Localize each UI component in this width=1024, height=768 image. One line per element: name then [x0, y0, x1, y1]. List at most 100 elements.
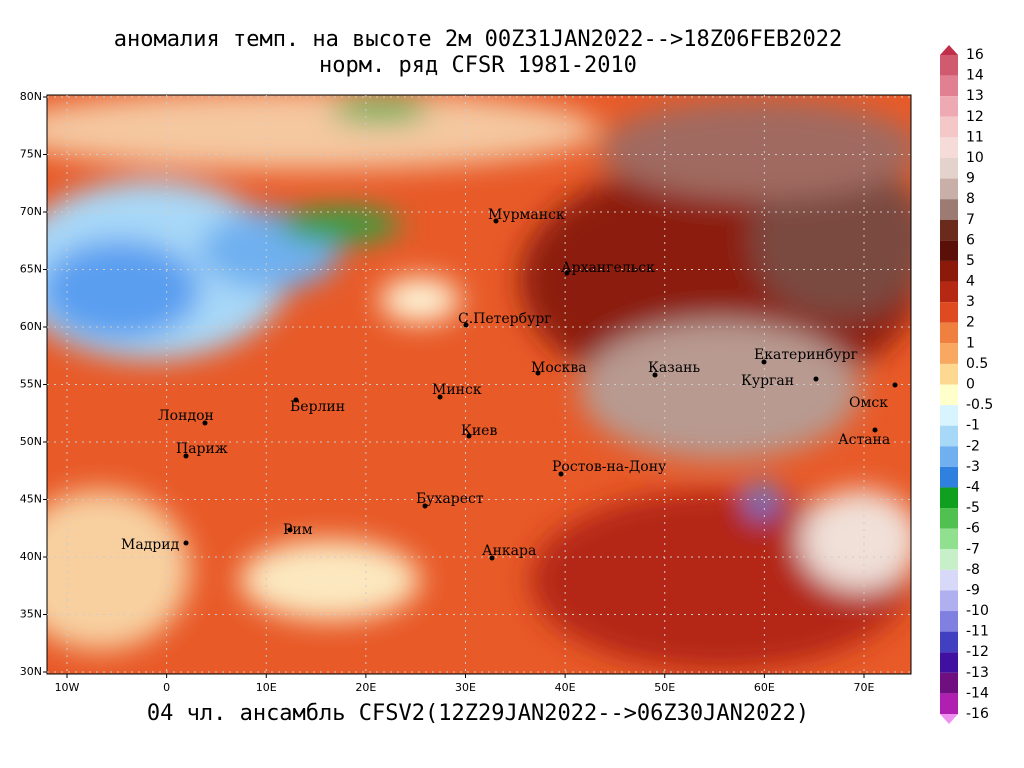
colorbar-box: [940, 55, 958, 76]
footer: 04 чл. ансамбль CFSV2(12Z29JAN2022-->06Z…: [147, 701, 809, 726]
lon-tick-label: 50E: [654, 681, 675, 694]
city-label: Москва: [531, 360, 587, 376]
colorbar-box: [940, 549, 958, 570]
colorbar-box: [940, 302, 958, 323]
colorbar-label: 3: [966, 294, 975, 310]
colorbar-label: 12: [966, 109, 984, 125]
colorbar-box: [940, 487, 958, 509]
city-label: Рим: [283, 522, 313, 538]
city-dot: [183, 453, 189, 459]
colorbar-triangle: [940, 45, 958, 55]
colorbar-box: [940, 260, 958, 282]
city-dot: [761, 359, 767, 365]
colorbar-label: -9: [966, 582, 980, 598]
city-dot: [202, 420, 208, 426]
lat-tick-label: 75N: [20, 148, 42, 161]
city-label: Минск: [432, 382, 482, 398]
colorbar-box: [940, 631, 958, 653]
colorbar-label: 16: [966, 47, 984, 63]
colorbar-label: -0.5: [966, 397, 993, 413]
lon-tick-label: 10W: [55, 681, 80, 694]
title-line: норм. ряд CFSR 1981-2010: [319, 53, 637, 78]
city-label: Ростов-на-Дону: [552, 459, 667, 475]
colorbar-label: 14: [966, 68, 984, 84]
colorbar-box: [940, 405, 958, 426]
colorbar-box: [940, 528, 958, 550]
colorbar-box: [940, 240, 958, 261]
colorbar-box: [940, 116, 958, 138]
colorbar-label: -10: [966, 603, 989, 619]
city-label: С.Петербург: [458, 311, 552, 327]
city-dot: [293, 397, 299, 403]
colorbar-box: [940, 281, 958, 303]
city-dot: [493, 218, 499, 224]
lon-tick-label: 20E: [355, 681, 376, 694]
colorbar-label: -11: [966, 624, 989, 640]
colorbar-box: [940, 425, 958, 447]
city-label: Лондон: [158, 408, 214, 424]
colorbar-box: [940, 508, 958, 529]
colorbar-label: 9: [966, 171, 975, 187]
lon-tick-label: 40E: [555, 681, 576, 694]
city-dot: [564, 270, 570, 276]
colorbar-label: 7: [966, 212, 975, 228]
city-label: Париж: [176, 441, 228, 457]
lon-tick-label: 30E: [455, 681, 476, 694]
colorbar-box: [940, 199, 958, 220]
colorbar-label: -4: [966, 479, 980, 495]
colorbar-label: -5: [966, 500, 980, 516]
colorbar-label: -16: [966, 706, 989, 722]
colorbar-label: -14: [966, 685, 989, 701]
lat-tick-label: 80N: [20, 90, 42, 103]
city-dot: [466, 433, 472, 439]
city-label: Архангельск: [561, 260, 655, 276]
colorbar-label: 2: [966, 315, 975, 331]
colorbar-box: [940, 363, 958, 385]
colorbar-box: [940, 157, 958, 179]
colorbar-label: 0.5: [966, 356, 988, 372]
colorbar-label: 11: [966, 129, 984, 145]
city-dot: [287, 527, 293, 533]
colorbar-label: 6: [966, 232, 975, 248]
colorbar-box: [940, 569, 958, 591]
lat-tick-label: 50N: [20, 435, 42, 448]
colorbar-label: -13: [966, 665, 989, 681]
colorbar-box: [940, 137, 958, 158]
city-label: Омск: [849, 395, 888, 411]
colorbar-label: -6: [966, 521, 980, 537]
lat-tick-label: 35N: [20, 608, 42, 621]
city-label: Бухарест: [416, 491, 484, 507]
lon-tick-label: 70E: [854, 681, 875, 694]
colorbar-label: -12: [966, 644, 989, 660]
colorbar-box: [940, 693, 958, 714]
city-dot: [489, 555, 495, 561]
city-label: Казань: [648, 360, 700, 376]
title-line: аномалия темп. на высоте 2м 00Z31JAN2022…: [114, 27, 842, 52]
colorbar-triangle: [940, 714, 958, 724]
colorbar-label: -1: [966, 418, 980, 434]
city-label: Берлин: [290, 399, 345, 415]
colorbar-box: [940, 96, 958, 117]
city-label: Мурманск: [488, 207, 565, 223]
colorbar-label: -3: [966, 459, 980, 475]
lat-tick-label: 40N: [20, 550, 42, 563]
colorbar-box: [940, 652, 958, 673]
colorbar-label: 13: [966, 88, 984, 104]
colorbar-label: -7: [966, 541, 980, 557]
colorbar-box: [940, 343, 958, 364]
lon-tick-label: 0: [163, 681, 170, 694]
city-dot: [183, 540, 189, 546]
city-label: Астана: [838, 432, 890, 448]
colorbar-box: [940, 322, 958, 344]
city-dot: [813, 376, 819, 382]
lat-tick-label: 55N: [20, 378, 42, 391]
colorbar-box: [940, 384, 958, 406]
lat-tick-label: 45N: [20, 493, 42, 506]
colorbar-box: [940, 219, 958, 241]
city-label: Курган: [741, 373, 794, 389]
colorbar-label: 5: [966, 253, 975, 269]
colorbar-box: [940, 611, 958, 632]
city-dot: [558, 471, 564, 477]
colorbar-label: 10: [966, 150, 984, 166]
